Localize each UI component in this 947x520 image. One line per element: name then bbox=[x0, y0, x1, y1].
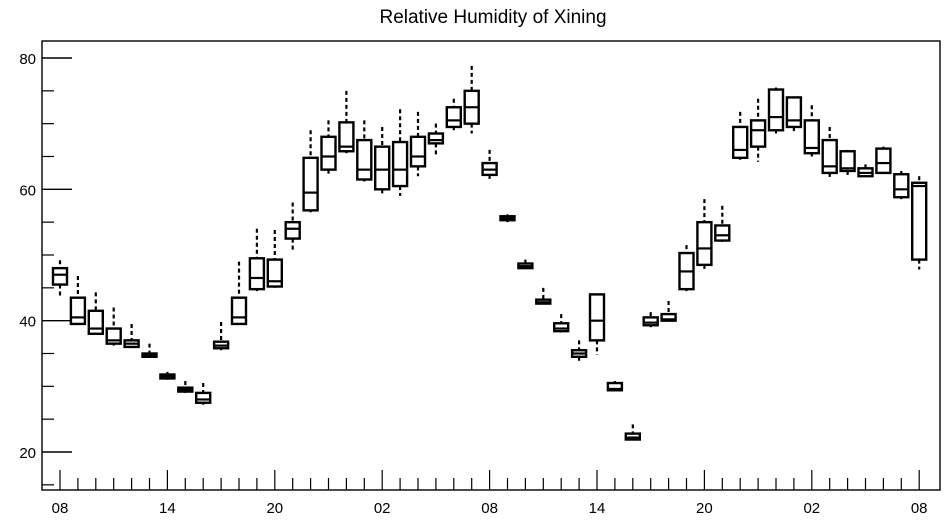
box-plot-item bbox=[338, 90, 355, 154]
box-plot-item bbox=[69, 276, 87, 326]
box-plot-item bbox=[177, 381, 194, 393]
box-plot-item bbox=[123, 323, 140, 349]
box-iqr bbox=[588, 293, 606, 342]
box-iqr bbox=[356, 138, 373, 181]
box-iqr bbox=[266, 258, 283, 288]
box-plot-item bbox=[230, 261, 248, 326]
box-plot-item bbox=[517, 259, 534, 270]
box-plot-item bbox=[445, 98, 462, 131]
box-plot-item bbox=[732, 111, 749, 160]
x-tick-label: 20 bbox=[266, 500, 283, 517]
box-plot-item bbox=[875, 146, 892, 175]
box-iqr bbox=[194, 391, 212, 404]
box-plot-item bbox=[266, 230, 283, 288]
box-plot-item bbox=[785, 96, 803, 134]
box-plot-item bbox=[159, 371, 176, 380]
box-iqr bbox=[553, 322, 570, 333]
boxes-layer bbox=[51, 65, 928, 441]
box-plot-item bbox=[714, 205, 731, 242]
box-iqr bbox=[893, 173, 910, 199]
box-plot-item bbox=[660, 300, 677, 322]
y-axis: 20 40 60 80 bbox=[19, 51, 72, 486]
box-iqr bbox=[749, 119, 767, 148]
box-iqr bbox=[732, 125, 749, 160]
box-plot-item bbox=[481, 149, 498, 180]
x-tick-label: 20 bbox=[696, 500, 713, 517]
box-iqr bbox=[230, 296, 248, 326]
x-tick-label: 08 bbox=[911, 500, 928, 517]
box-plot-item bbox=[141, 343, 158, 358]
box-plot-item bbox=[570, 340, 588, 362]
box-plot-item bbox=[212, 321, 230, 351]
box-plot-item bbox=[553, 314, 570, 333]
box-plot-item bbox=[427, 123, 445, 157]
box-plot-item bbox=[463, 65, 480, 134]
box-plot-item bbox=[767, 87, 785, 134]
box-iqr bbox=[248, 257, 266, 291]
x-tick-label: 14 bbox=[159, 500, 176, 517]
plot-frame bbox=[41, 40, 941, 491]
box-iqr bbox=[785, 96, 803, 129]
x-tick-label: 02 bbox=[803, 500, 820, 517]
box-iqr bbox=[911, 181, 928, 261]
box-iqr bbox=[409, 135, 427, 168]
box-plot-item bbox=[821, 126, 838, 180]
box-iqr bbox=[696, 220, 713, 267]
box-plot-item bbox=[803, 105, 820, 157]
box-plot-item bbox=[535, 287, 552, 305]
box-iqr bbox=[69, 296, 87, 326]
box-plot-item bbox=[105, 307, 122, 346]
box-plot-item bbox=[642, 312, 659, 328]
x-axis: 08 14 20 02 08 14 20 02 08 bbox=[52, 470, 928, 517]
box-plot-item bbox=[87, 292, 105, 336]
box-plot-item bbox=[320, 120, 337, 177]
y-tick-label: 20 bbox=[19, 445, 36, 462]
box-iqr bbox=[642, 316, 659, 327]
box-plot-item bbox=[51, 260, 69, 296]
y-tick-label: 60 bbox=[19, 182, 36, 199]
box-iqr bbox=[374, 145, 391, 191]
x-tick-label: 14 bbox=[589, 500, 606, 517]
box-iqr bbox=[875, 147, 892, 175]
box-iqr bbox=[427, 132, 445, 145]
x-tick-label: 08 bbox=[481, 500, 498, 517]
box-plot-item bbox=[839, 149, 856, 177]
box-plot-item bbox=[356, 120, 373, 182]
box-plot-item bbox=[857, 164, 874, 178]
box-plot-item bbox=[374, 126, 391, 196]
box-plot-item bbox=[606, 381, 624, 392]
box-plot-item bbox=[409, 111, 427, 177]
box-plot-item bbox=[696, 199, 713, 272]
box-plot-item bbox=[284, 202, 301, 252]
box-iqr bbox=[445, 106, 462, 129]
x-tick-label: 02 bbox=[374, 500, 391, 517]
y-tick-label: 40 bbox=[19, 314, 36, 331]
box-iqr bbox=[660, 312, 677, 322]
box-iqr bbox=[714, 224, 731, 242]
box-iqr bbox=[821, 138, 838, 175]
box-plot-item bbox=[302, 130, 319, 213]
box-iqr bbox=[87, 309, 105, 336]
box-iqr bbox=[320, 135, 337, 171]
box-plot-item bbox=[248, 228, 266, 292]
box-plot-item bbox=[391, 109, 409, 196]
box-iqr bbox=[302, 156, 319, 212]
box-iqr bbox=[284, 220, 301, 240]
x-tick-label: 08 bbox=[52, 500, 69, 517]
chart-title: Relative Humidity of Xining bbox=[379, 7, 606, 28]
box-plot-item bbox=[749, 98, 767, 162]
y-tick-label: 80 bbox=[19, 51, 36, 68]
box-plot-item bbox=[499, 214, 516, 223]
box-plot-item bbox=[194, 383, 212, 405]
box-plot-item bbox=[911, 176, 928, 270]
box-iqr bbox=[51, 266, 69, 286]
box-plot-item bbox=[893, 170, 910, 200]
box-plot-item bbox=[678, 245, 695, 292]
box-iqr bbox=[391, 140, 409, 188]
box-plot-item bbox=[624, 424, 641, 441]
box-iqr bbox=[767, 88, 785, 132]
box-plot-item bbox=[588, 293, 606, 355]
